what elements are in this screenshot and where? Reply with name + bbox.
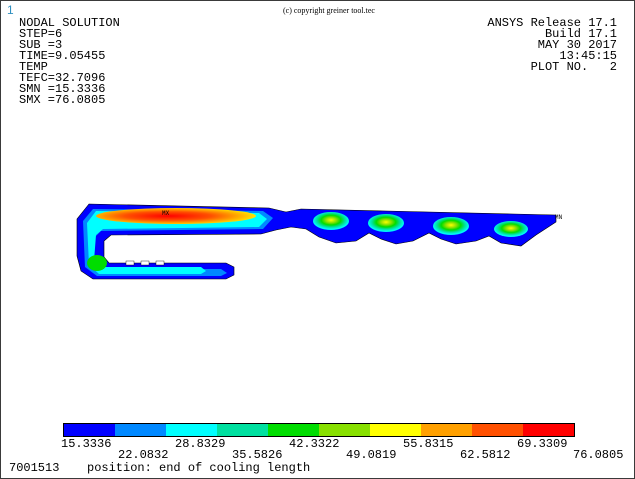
cooling-pocket <box>494 221 528 237</box>
legend-value-label: 42.3322 <box>289 437 340 451</box>
release-info: ANSYS Release 17.1 Build 17.1 MAY 30 201… <box>487 16 617 74</box>
color-legend-bar <box>63 423 575 437</box>
legend-value-label: 62.5812 <box>460 448 511 462</box>
plot-title: position: end of cooling length <box>87 461 311 475</box>
info-line: SMN =15.3336 <box>19 82 106 96</box>
legend-segment <box>523 424 574 436</box>
notch <box>155 260 165 266</box>
legend-value-label: 76.0805 <box>573 448 624 462</box>
legend-segment <box>166 424 217 436</box>
info-line: TIME=9.05455 <box>19 49 106 63</box>
cooling-pocket <box>368 214 404 232</box>
min-marker: MN <box>555 214 563 221</box>
max-marker: MX <box>162 210 170 217</box>
legend-value-label: 55.8315 <box>403 437 454 451</box>
legend-segment <box>268 424 319 436</box>
legend-segment <box>217 424 268 436</box>
hot-core-zone <box>96 208 256 224</box>
release-line: 13:45:15 <box>559 49 617 63</box>
legend-value-label: 15.3336 <box>61 437 112 451</box>
legend-value-label: 69.3309 <box>517 437 568 451</box>
info-line: SUB =3 <box>19 38 63 52</box>
release-line: ANSYS Release 17.1 <box>487 16 617 30</box>
legend-segment <box>472 424 523 436</box>
legend-value-label: 49.0819 <box>346 448 397 462</box>
solution-info: NODAL SOLUTION STEP=6 SUB =3 TIME=9.0545… <box>19 16 120 107</box>
release-line: PLOT NO. 2 <box>530 60 617 74</box>
cooling-pocket <box>313 212 349 230</box>
release-line: Build 17.1 <box>544 27 617 41</box>
cooling-pocket <box>433 217 469 235</box>
legend-value-label: 28.8329 <box>175 437 226 451</box>
legend-segment <box>421 424 472 436</box>
job-id: 7001513 <box>9 461 60 475</box>
legend-segment <box>319 424 370 436</box>
copyright-text: (c) copyright greiner tool.tec <box>283 6 375 15</box>
info-line: SMX =76.0805 <box>19 93 106 107</box>
info-line: TEFC=32.7096 <box>19 71 106 85</box>
window-number: 1 <box>7 3 14 17</box>
legend-segment <box>370 424 421 436</box>
legend-value-label: 35.5826 <box>232 448 283 462</box>
lower-left-warm-zone <box>87 255 107 271</box>
info-line: STEP=6 <box>19 27 63 41</box>
profile-cyan <box>87 211 267 274</box>
info-line: TEMP <box>19 60 48 74</box>
info-line: NODAL SOLUTION <box>19 16 120 30</box>
legend-segment <box>64 424 115 436</box>
notch <box>140 260 150 266</box>
notch <box>125 260 135 266</box>
legend-segment <box>115 424 166 436</box>
legend-value-label: 22.0832 <box>118 448 169 462</box>
release-line: MAY 30 2017 <box>537 38 617 52</box>
